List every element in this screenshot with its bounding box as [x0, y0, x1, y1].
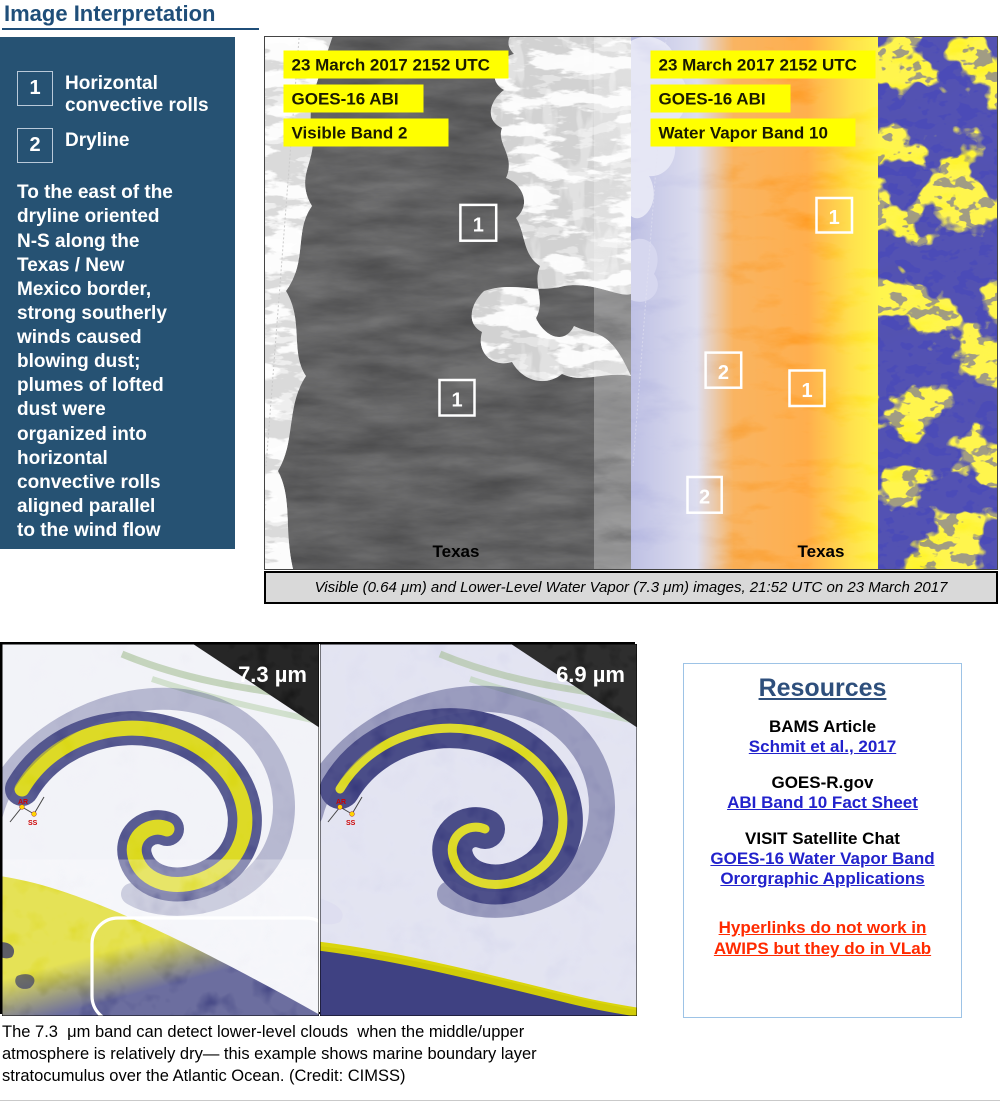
svg-text:Texas: Texas: [798, 542, 845, 561]
svg-text:1: 1: [451, 390, 462, 412]
svg-text:2: 2: [718, 362, 729, 384]
svg-text:23 March 2017 2152 UTC: 23 March 2017 2152 UTC: [659, 56, 857, 75]
svg-text:1: 1: [829, 207, 840, 229]
svg-text:Water Vapor Band 10: Water Vapor Band 10: [659, 124, 828, 143]
svg-text:2: 2: [699, 487, 710, 509]
svg-text:1: 1: [801, 380, 812, 402]
svg-text:AR: AR: [336, 799, 346, 806]
svg-text:23 March 2017 2152 UTC: 23 March 2017 2152 UTC: [292, 56, 490, 75]
svg-text:Visible Band 2: Visible Band 2: [292, 124, 408, 143]
svg-text:6.9 µm: 6.9 µm: [556, 662, 625, 687]
svg-text:Texas: Texas: [433, 542, 480, 561]
svg-text:1: 1: [473, 215, 484, 237]
svg-text:SS: SS: [346, 820, 356, 827]
svg-text:7.3 µm: 7.3 µm: [238, 662, 307, 687]
svg-text:GOES-16 ABI: GOES-16 ABI: [659, 90, 766, 109]
svg-text:SS: SS: [28, 820, 38, 827]
svg-text:GOES-16 ABI: GOES-16 ABI: [292, 90, 399, 109]
svg-text:AR: AR: [18, 799, 28, 806]
